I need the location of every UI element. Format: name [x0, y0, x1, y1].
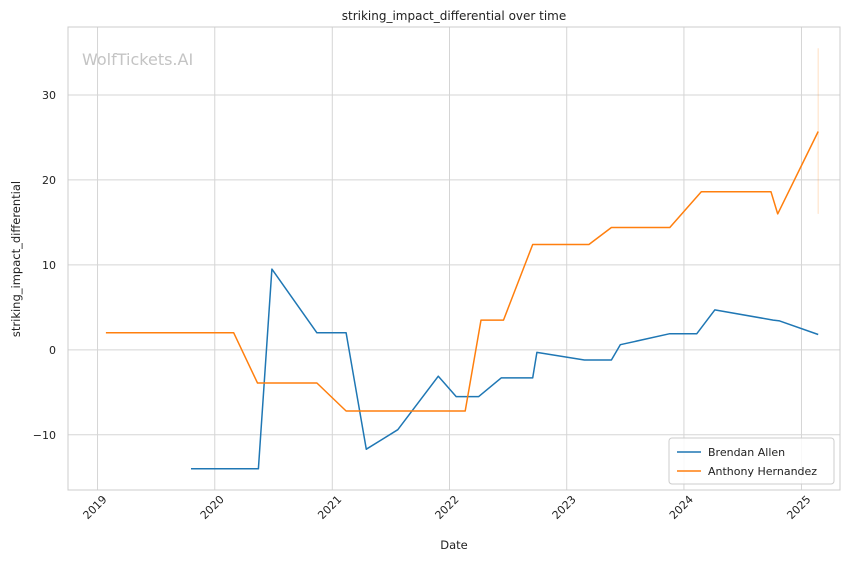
series-line-brendan-allen	[191, 268, 819, 470]
plot-frame	[67, 26, 841, 491]
x-axis-label: Date	[440, 538, 468, 552]
watermark-text: WolfTickets.AI	[82, 50, 193, 69]
y-tick-label: −10	[33, 429, 56, 442]
legend: Brendan Allen Anthony Hernandez	[668, 437, 835, 485]
y-tick-label: 30	[42, 89, 56, 102]
series-layer	[105, 48, 819, 470]
legend-label-brendan-allen: Brendan Allen	[708, 446, 785, 459]
y-tick-label: 20	[42, 174, 56, 187]
y-tick-label: 10	[42, 259, 56, 272]
series-line-anthony-hernandez	[105, 131, 819, 412]
y-axis-label: striking_impact_differential	[9, 181, 23, 337]
chart-title: striking_impact_differential over time	[342, 9, 567, 23]
y-axis-ticks: −10 0 10 20 30	[33, 89, 56, 442]
legend-label-anthony-hernandez: Anthony Hernandez	[708, 465, 817, 478]
grid-lines	[68, 27, 840, 490]
legend-box	[668, 437, 835, 485]
y-tick-label: 0	[49, 344, 56, 357]
